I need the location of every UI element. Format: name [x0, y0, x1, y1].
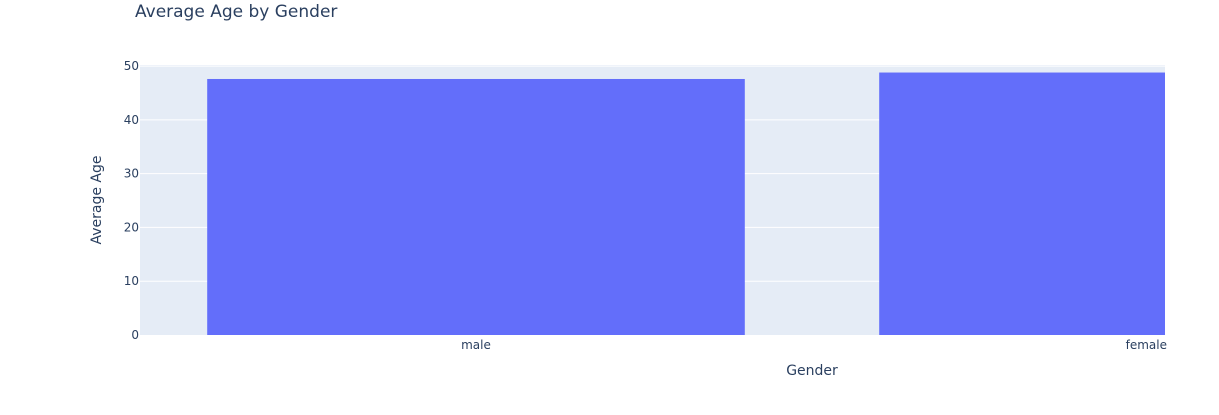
- y-axis-title: Average Age: [89, 155, 105, 244]
- y-tick-label: 40: [124, 113, 139, 127]
- bar-series: [207, 72, 1165, 335]
- y-tick-label: 0: [131, 328, 139, 342]
- x-tick-label-female: female: [1126, 338, 1167, 352]
- bar-female: [879, 72, 1165, 335]
- y-tick-label: 20: [124, 220, 139, 234]
- y-axis-ticks: 0 10 20 30 40 50: [124, 59, 139, 342]
- y-tick-label: 10: [124, 274, 139, 288]
- y-tick-label: 50: [124, 59, 139, 73]
- chart-title: Average Age by Gender: [135, 2, 337, 22]
- x-axis-title: Gender: [786, 363, 838, 379]
- x-tick-label-male: male: [461, 338, 491, 352]
- x-axis-ticks: male female: [461, 338, 1167, 352]
- bar-male: [207, 78, 745, 335]
- y-tick-label: 30: [124, 167, 139, 181]
